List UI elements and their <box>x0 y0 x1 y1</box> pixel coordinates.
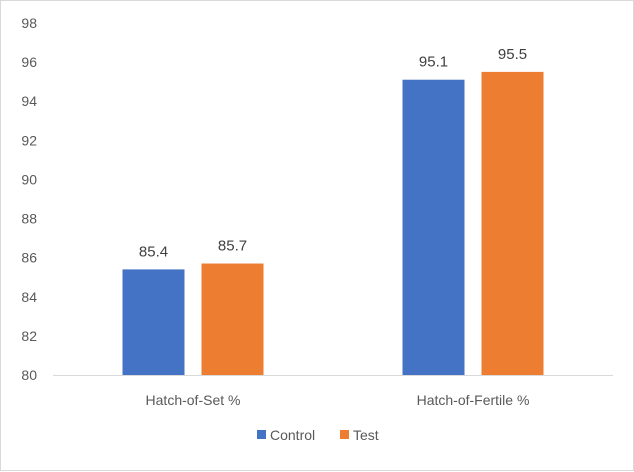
legend-swatch-control <box>257 430 266 439</box>
legend-label-control: Control <box>270 427 315 443</box>
category-labels: Hatch-of-Set % Hatch-of-Fertile % <box>146 392 530 408</box>
legend-label-test: Test <box>353 427 379 443</box>
legend-swatch-test <box>340 430 349 439</box>
y-tick-label: 82 <box>21 328 37 344</box>
y-tick-label: 80 <box>21 367 37 383</box>
bar-test-1 <box>481 71 544 375</box>
y-tick-label: 92 <box>21 132 37 148</box>
category-label: Hatch-of-Fertile % <box>417 392 530 408</box>
y-tick-label: 86 <box>21 250 37 266</box>
data-label: 95.1 <box>419 54 448 71</box>
bar-test-0 <box>201 263 264 375</box>
bars <box>122 71 544 375</box>
y-tick-label: 94 <box>21 93 37 109</box>
data-label: 85.4 <box>139 243 168 260</box>
y-axis-ticks: 80 82 84 86 88 90 92 94 96 98 <box>21 15 37 383</box>
data-label: 85.7 <box>218 238 247 255</box>
y-tick-label: 96 <box>21 54 37 70</box>
bar-control-0 <box>122 269 185 375</box>
bar-control-1 <box>402 79 465 375</box>
data-label: 95.5 <box>498 46 527 63</box>
data-labels: 85.4 85.7 95.1 95.5 <box>139 46 527 261</box>
category-label: Hatch-of-Set % <box>146 392 241 408</box>
y-tick-label: 84 <box>21 289 37 305</box>
y-tick-label: 90 <box>21 171 37 187</box>
legend: Control Test <box>257 427 379 443</box>
y-tick-label: 88 <box>21 211 37 227</box>
y-tick-label: 98 <box>21 15 37 31</box>
